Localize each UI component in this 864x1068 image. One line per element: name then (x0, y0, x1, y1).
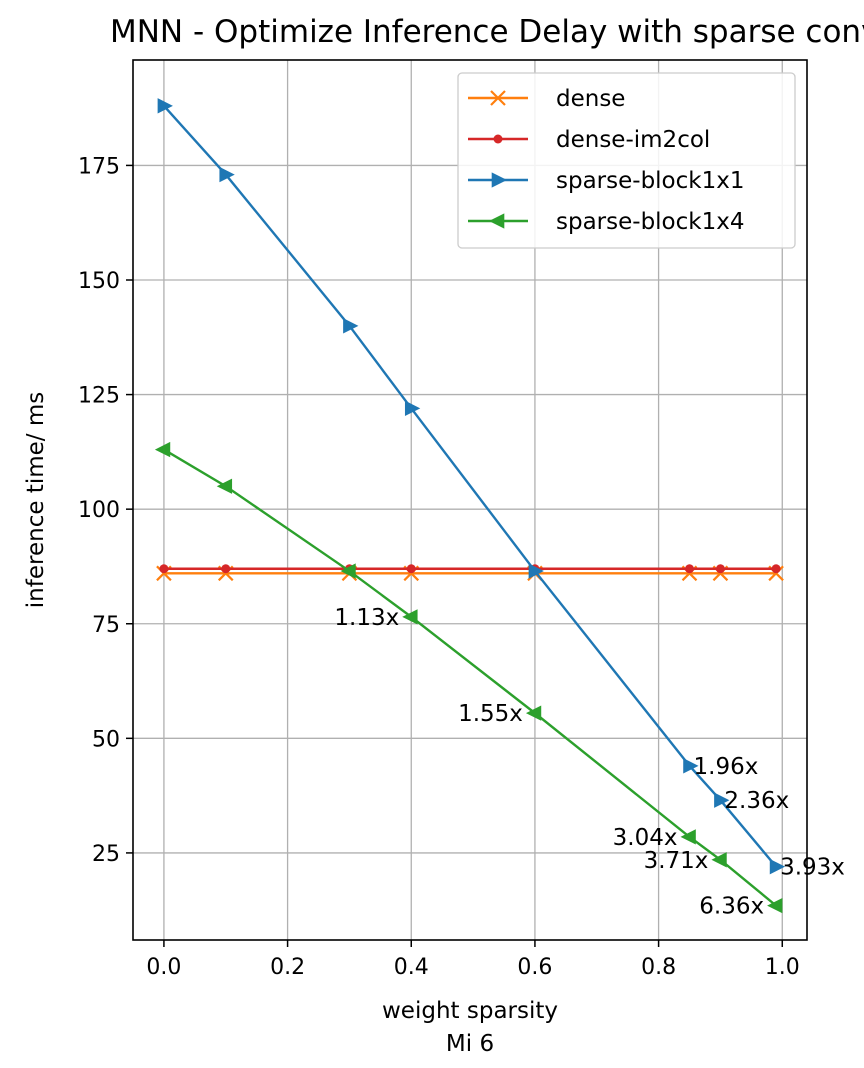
y-tick-label: 175 (78, 154, 120, 179)
legend-box (457, 72, 796, 249)
data-point-marker (714, 792, 730, 808)
speedup-annotation: 6.36x (699, 894, 764, 920)
data-point-marker (769, 859, 786, 875)
plot-frame (132, 59, 808, 941)
y-tick-label: 125 (78, 384, 120, 409)
data-point-marker (685, 564, 695, 574)
x-axis: 0.0 0.2 0.4 0.6 0.8 1.0 (146, 940, 800, 980)
data-point-marker (402, 609, 418, 625)
data-point-marker (771, 564, 781, 574)
data-point-marker (154, 441, 171, 458)
series-dense-im2col (159, 564, 781, 574)
data-point-marker (490, 90, 506, 106)
speedup-annotation: 1.55x (458, 701, 523, 727)
data-point-marker (404, 400, 421, 416)
legend: dense dense-im2col sparse-block1x1 sparse-b… (457, 72, 796, 249)
data-point-marker (343, 318, 359, 334)
data-point-marker (221, 564, 231, 574)
legend-label: dense-im2col (556, 127, 710, 153)
series-layer (154, 98, 786, 914)
data-point-marker (216, 478, 233, 494)
x-tick-label: 0.4 (394, 955, 429, 980)
data-point-marker (340, 563, 356, 579)
series-sparse-block1x4 (154, 441, 783, 914)
data-point-marker (525, 705, 542, 721)
x-tick-label: 1.0 (765, 955, 800, 980)
y-axis-label: inference time/ ms (23, 392, 49, 608)
series-line (163, 448, 777, 907)
data-point-marker (711, 852, 727, 868)
series-sparse-block1x1 (157, 98, 786, 875)
data-point-marker (219, 166, 235, 183)
legend-entry: sparse-block1x1 (468, 168, 744, 194)
y-tick-label: 25 (92, 842, 120, 867)
data-point-marker (491, 172, 507, 188)
data-point-marker (767, 897, 783, 914)
chart-title: MNN - Optimize Inference Delay with spar… (110, 14, 864, 50)
x-tick-label: 0.8 (641, 955, 676, 980)
x-tick-label: 0.0 (146, 955, 181, 980)
speedup-annotation: 3.93x (780, 855, 845, 881)
legend-entry: sparse-block1x4 (468, 209, 744, 235)
data-point-marker (683, 758, 699, 774)
legend-entry: dense (468, 86, 625, 112)
data-point-marker (493, 134, 503, 144)
data-point-marker (489, 213, 505, 229)
data-point-marker (680, 829, 696, 845)
data-point-marker (159, 564, 169, 574)
y-axis: 25 50 75 100 125 150 175 (78, 154, 133, 867)
legend-entry: dense-im2col (468, 127, 710, 153)
speedup-annotation: 3.04x (613, 825, 678, 851)
legend-label: dense (556, 86, 625, 112)
data-point-marker (715, 564, 725, 574)
speedup-annotation: 3.71x (644, 848, 709, 874)
y-tick-label: 50 (92, 727, 120, 752)
data-point-marker (406, 564, 416, 574)
x-axis-sublabel: Mi 6 (446, 1031, 494, 1057)
x-tick-label: 0.2 (270, 955, 305, 980)
speedup-annotation: 1.13x (334, 605, 399, 631)
data-point-marker (157, 98, 173, 114)
x-axis-label: weight sparsity (382, 998, 558, 1024)
y-tick-label: 100 (78, 498, 120, 523)
legend-label: sparse-block1x1 (556, 168, 744, 194)
speedup-annotation: 2.36x (724, 788, 789, 814)
y-tick-label: 150 (78, 269, 120, 294)
speedup-annotation: 1.96x (694, 754, 759, 780)
data-point-marker (528, 563, 544, 579)
x-tick-label: 0.6 (517, 955, 552, 980)
y-tick-label: 75 (92, 613, 120, 638)
legend-label: sparse-block1x4 (556, 209, 744, 235)
